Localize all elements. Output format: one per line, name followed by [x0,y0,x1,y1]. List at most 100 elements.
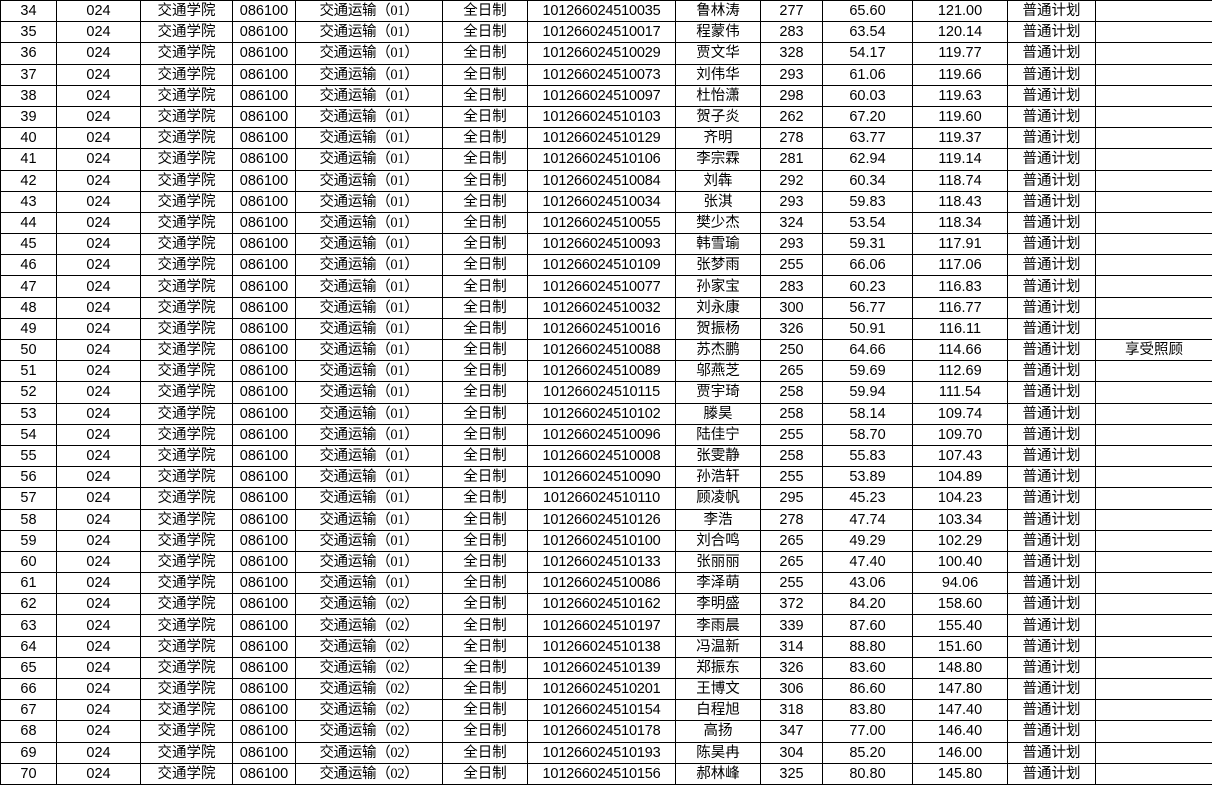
major-direction[interactable]: 交通运输（02） [295,635,443,658]
plan-category[interactable]: 普通计划 [1007,360,1096,383]
initial-score[interactable]: 255 [760,466,823,489]
initial-score[interactable]: 328 [760,42,823,65]
total-score[interactable]: 118.74 [912,169,1008,192]
table-row[interactable]: 70 024 交通学院 086100 交通运输（02） 全日制 10126602451015… [0,762,1212,785]
remark[interactable] [1095,614,1212,637]
major-code[interactable]: 086100 [232,0,296,23]
retest-score[interactable]: 59.94 [822,381,913,404]
remark[interactable] [1095,317,1212,341]
total-score[interactable]: 94.06 [912,572,1008,595]
department-code[interactable]: 024 [56,677,141,701]
major-code[interactable]: 086100 [232,169,296,192]
remark[interactable] [1095,677,1212,701]
major-code[interactable]: 086100 [232,572,296,595]
department-code[interactable]: 024 [56,466,141,489]
candidate-name[interactable]: 贺子炎 [675,105,761,129]
plan-category[interactable]: 普通计划 [1007,593,1096,616]
department-code[interactable]: 024 [56,254,141,277]
candidate-name[interactable]: 刘永康 [675,296,761,319]
major-direction[interactable]: 交通运输（01） [295,317,443,341]
row-index[interactable]: 41 [0,148,57,171]
row-index[interactable]: 57 [0,487,57,510]
major-direction[interactable]: 交通运输（01） [295,550,443,574]
college-name[interactable]: 交通学院 [140,572,233,595]
department-code[interactable]: 024 [56,699,141,722]
major-code[interactable]: 086100 [232,444,296,468]
row-index[interactable]: 44 [0,211,57,235]
major-direction[interactable]: 交通运输（01） [295,0,443,23]
row-index[interactable]: 53 [0,402,57,425]
remark[interactable] [1095,466,1212,489]
candidate-name[interactable]: 刘合鸣 [675,529,761,552]
study-mode[interactable]: 全日制 [442,127,528,150]
major-code[interactable]: 086100 [232,42,296,65]
total-score[interactable]: 117.06 [912,254,1008,277]
retest-score[interactable]: 67.20 [822,105,913,129]
candidate-id[interactable]: 101266024510032 [527,296,676,319]
major-direction[interactable]: 交通运输（01） [295,190,443,213]
major-direction[interactable]: 交通运输（01） [295,233,443,256]
major-direction[interactable]: 交通运输（01） [295,127,443,150]
initial-score[interactable]: 339 [760,614,823,637]
remark[interactable] [1095,233,1212,256]
candidate-id[interactable]: 101266024510197 [527,614,676,637]
remark[interactable] [1095,42,1212,65]
study-mode[interactable]: 全日制 [442,614,528,637]
table-row[interactable]: 49 024 交通学院 086100 交通运输（01） 全日制 10126602451001… [0,317,1212,341]
row-index[interactable]: 46 [0,254,57,277]
candidate-name[interactable]: 张丽丽 [675,550,761,574]
study-mode[interactable]: 全日制 [442,338,528,362]
candidate-id[interactable]: 101266024510154 [527,699,676,722]
row-index[interactable]: 49 [0,317,57,341]
candidate-id[interactable]: 101266024510178 [527,720,676,743]
row-index[interactable]: 55 [0,444,57,468]
department-code[interactable]: 024 [56,42,141,65]
study-mode[interactable]: 全日制 [442,593,528,616]
college-name[interactable]: 交通学院 [140,720,233,743]
plan-category[interactable]: 普通计划 [1007,233,1096,256]
remark[interactable] [1095,169,1212,192]
department-code[interactable]: 024 [56,63,141,86]
candidate-id[interactable]: 101266024510016 [527,317,676,341]
study-mode[interactable]: 全日制 [442,296,528,319]
department-code[interactable]: 024 [56,656,141,680]
candidate-name[interactable]: 白程旭 [675,699,761,722]
study-mode[interactable]: 全日制 [442,529,528,552]
candidate-id[interactable]: 101266024510055 [527,211,676,235]
college-name[interactable]: 交通学院 [140,21,233,44]
major-direction[interactable]: 交通运输（01） [295,402,443,425]
department-code[interactable]: 024 [56,127,141,150]
remark[interactable] [1095,699,1212,722]
plan-category[interactable]: 普通计划 [1007,275,1096,298]
table-row[interactable]: 67 024 交通学院 086100 交通运输（02） 全日制 10126602451015… [0,699,1212,722]
initial-score[interactable]: 283 [760,21,823,44]
total-score[interactable]: 119.60 [912,105,1008,129]
department-code[interactable]: 024 [56,169,141,192]
row-index[interactable]: 50 [0,338,57,362]
candidate-name[interactable]: 陈昊冉 [675,741,761,764]
row-index[interactable]: 70 [0,762,57,785]
candidate-name[interactable]: 贾宇琦 [675,381,761,404]
department-code[interactable]: 024 [56,423,141,446]
major-direction[interactable]: 交通运输（01） [295,21,443,44]
candidate-name[interactable]: 韩雪瑜 [675,233,761,256]
initial-score[interactable]: 347 [760,720,823,743]
department-code[interactable]: 024 [56,402,141,425]
major-direction[interactable]: 交通运输（01） [295,42,443,65]
major-direction[interactable]: 交通运输（02） [295,614,443,637]
major-direction[interactable]: 交通运输（01） [295,529,443,552]
candidate-id[interactable]: 101266024510133 [527,550,676,574]
initial-score[interactable]: 324 [760,211,823,235]
candidate-name[interactable]: 陆佳宁 [675,423,761,446]
table-row[interactable]: 43 024 交通学院 086100 交通运输（01） 全日制 10126602451003… [0,190,1212,213]
major-code[interactable]: 086100 [232,360,296,383]
remark[interactable] [1095,762,1212,785]
retest-score[interactable]: 86.60 [822,677,913,701]
table-row[interactable]: 60 024 交通学院 086100 交通运输（01） 全日制 10126602451013… [0,550,1212,574]
total-score[interactable]: 104.89 [912,466,1008,489]
row-index[interactable]: 40 [0,127,57,150]
total-score[interactable]: 119.77 [912,42,1008,65]
study-mode[interactable]: 全日制 [442,466,528,489]
candidate-name[interactable]: 张梦雨 [675,254,761,277]
retest-score[interactable]: 47.74 [822,508,913,531]
